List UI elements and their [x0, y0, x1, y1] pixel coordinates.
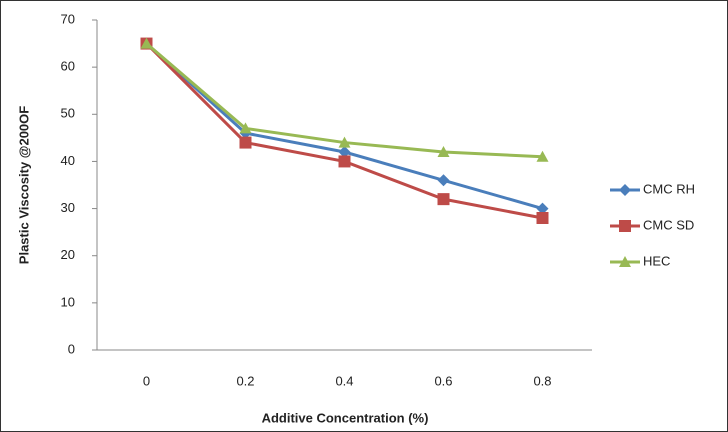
- point: [338, 136, 351, 148]
- point: [536, 202, 549, 215]
- legend-marker: [619, 256, 631, 267]
- point: [437, 193, 450, 206]
- legend-marker: [619, 220, 631, 232]
- point: [239, 136, 252, 149]
- y-tick-label: 30: [61, 200, 75, 215]
- legend-label: HEC: [643, 253, 670, 268]
- x-tick-label: 0: [143, 373, 150, 388]
- point: [536, 212, 549, 224]
- point: [437, 146, 450, 157]
- y-tick-label: 60: [61, 59, 75, 74]
- x-tick-label: 0.6: [434, 373, 452, 388]
- legend-label: CMC SD: [643, 217, 694, 232]
- point: [338, 146, 351, 158]
- y-tick-label: 10: [61, 294, 75, 309]
- x-tick-label: 0.2: [236, 373, 254, 388]
- y-tick-label: 40: [61, 153, 75, 168]
- legend-marker: [619, 184, 631, 196]
- y-tick-label: 70: [61, 11, 75, 26]
- x-axis-title: Additive Concentration (%): [262, 410, 429, 425]
- point: [140, 37, 153, 49]
- y-tick-label: 20: [61, 247, 75, 262]
- point: [239, 122, 252, 134]
- y-axis-title: Plastic Viscosity @200OF: [16, 106, 31, 264]
- point: [338, 155, 351, 168]
- y-tick-label: 50: [61, 106, 75, 121]
- x-tick-label: 0.4: [335, 373, 353, 388]
- legend-label: CMC RH: [643, 181, 695, 196]
- point: [437, 174, 450, 187]
- x-tick-label: 0.8: [533, 373, 551, 388]
- point: [536, 150, 549, 162]
- y-tick-label: 0: [68, 341, 75, 356]
